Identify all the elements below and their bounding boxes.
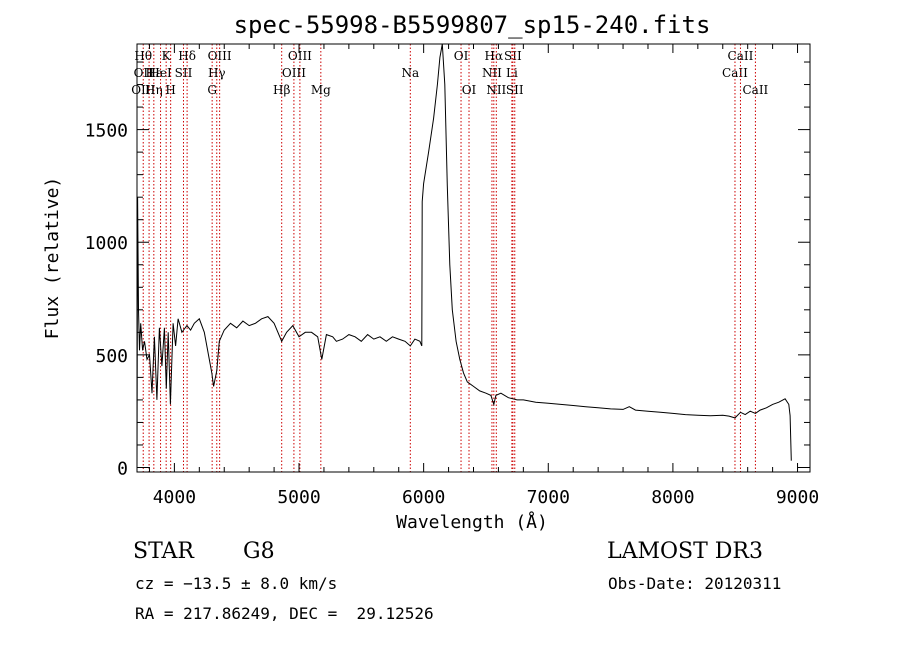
line-marker-label: CaII	[722, 66, 748, 80]
y-tick-label: 0	[117, 458, 128, 479]
line-marker-label: Li	[506, 66, 518, 80]
line-marker-label: NII	[482, 66, 502, 80]
line-marker-label: Hε	[145, 66, 162, 80]
y-axis-ticks: 0 500 1000 1500	[85, 61, 810, 479]
chart-title: spec-55998-B5599807_sp15-240.fits	[234, 11, 711, 39]
coordinates: RA = 217.86249, DEC = 29.12526	[135, 604, 434, 623]
line-marker-label: SII	[506, 83, 524, 97]
line-marker-label: Hβ	[273, 83, 290, 97]
line-marker-label: Mg	[311, 83, 331, 97]
x-tick-label: 4000	[153, 487, 196, 508]
line-marker-label: SII	[175, 66, 193, 80]
y-tick-label: 500	[95, 346, 128, 367]
line-marker-label: Hα	[485, 49, 504, 63]
line-marker-label: CaII	[728, 49, 754, 63]
line-marker-label: HeI	[149, 66, 172, 80]
x-tick-label: 6000	[402, 487, 445, 508]
line-marker-label: OIII	[208, 49, 232, 63]
line-marker-label: Hγ	[208, 66, 226, 80]
x-tick-label: 9000	[776, 487, 819, 508]
line-marker-label: Hδ	[178, 49, 196, 63]
spectrum-line	[136, 43, 792, 468]
line-marker-label: Hη	[145, 83, 163, 97]
line-marker-label: H	[165, 83, 175, 97]
line-marker-label: K	[162, 49, 172, 63]
x-tick-label: 8000	[651, 487, 694, 508]
line-marker-label: OIII	[282, 66, 306, 80]
object-subclass: G8	[243, 539, 275, 564]
line-marker-label: OII	[134, 66, 154, 80]
line-marker-label: SII	[504, 49, 522, 63]
x-axis-ticks: 4000 5000 6000 7000 8000 9000	[148, 44, 819, 508]
object-class: STAR	[133, 539, 194, 564]
plot-frame	[136, 43, 811, 473]
spectrum-chart: spec-55998-B5599807_sp15-240.fits Hθ OII O…	[42, 11, 819, 533]
line-marker-label: Hθ	[134, 49, 152, 63]
line-marker-label: NII	[486, 83, 506, 97]
y-axis-title: Flux (relative)	[42, 177, 63, 340]
line-marker-label: OI	[454, 49, 469, 63]
line-marker-label: Na	[401, 66, 419, 80]
survey-name: LAMOST DR3	[607, 539, 763, 564]
x-axis-title: Wavelength (Å)	[396, 511, 548, 533]
redshift-readout: cz = −13.5 ± 8.0 km/s	[135, 574, 338, 593]
line-marker-label: CaII	[742, 83, 768, 97]
obs-date: Obs-Date: 20120311	[608, 574, 782, 593]
x-tick-label: 5000	[277, 487, 320, 508]
y-tick-label: 1500	[85, 121, 128, 142]
line-marker-label: OIII	[288, 49, 312, 63]
y-tick-label: 1000	[85, 233, 128, 254]
x-tick-label: 7000	[527, 487, 570, 508]
line-marker-label: G	[207, 83, 217, 97]
line-marker-label: OI	[462, 83, 477, 97]
